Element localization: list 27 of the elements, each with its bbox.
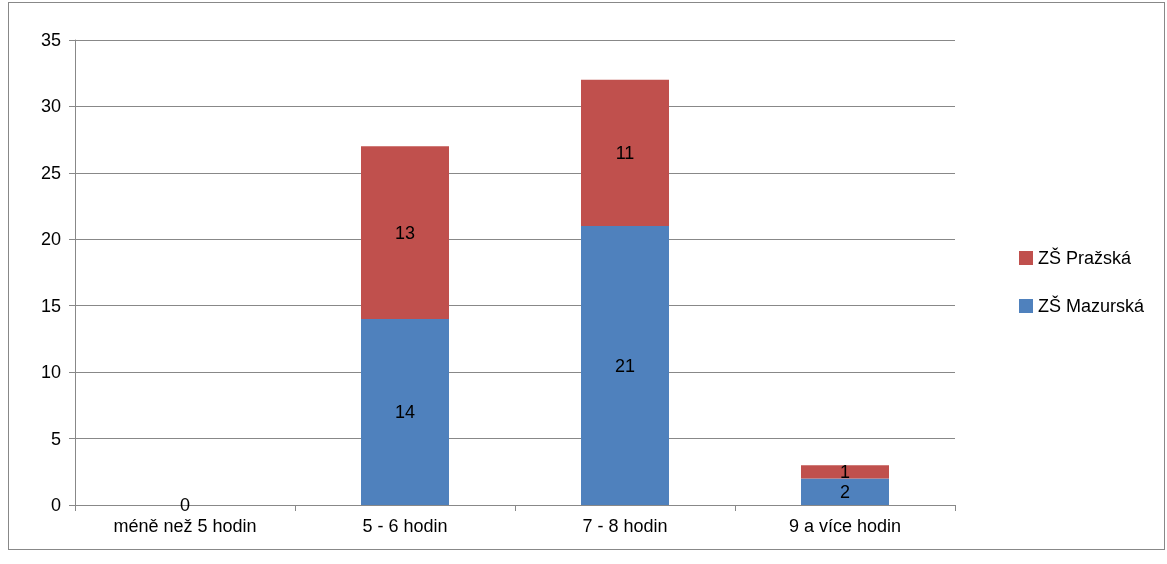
- data-label: 13: [394, 222, 416, 243]
- bar: [801, 478, 889, 505]
- y-tick-label: 10: [40, 362, 61, 383]
- bar: [581, 79, 669, 226]
- data-label: 14: [394, 402, 416, 422]
- data-label: 2: [839, 481, 851, 502]
- y-tick-label: 30: [40, 96, 61, 117]
- y-tick-label: 35: [40, 30, 61, 50]
- bar: [581, 226, 669, 505]
- x-tick-label: 5 - 6 hodin: [362, 516, 448, 536]
- data-label: 21: [614, 355, 636, 376]
- data-label: 1: [839, 461, 851, 482]
- x-tick-label: 9 a více hodin: [788, 516, 902, 536]
- legend-label: ZŠ Mazurská: [1037, 295, 1145, 316]
- data-label: 0: [179, 495, 191, 515]
- bar: [801, 465, 889, 479]
- y-tick-label: 5: [50, 428, 61, 449]
- x-tick-label: 7 - 8 hodin: [582, 516, 668, 536]
- y-tick-label: 0: [50, 495, 61, 515]
- y-tick-label: 20: [40, 229, 61, 250]
- bar: [361, 319, 449, 505]
- y-tick-label: 25: [40, 162, 61, 183]
- legend-label: ZŠ Pražská: [1037, 247, 1132, 268]
- x-tick-label: méně než 5 hodin: [113, 516, 257, 536]
- y-tick-label: 15: [40, 295, 61, 316]
- bar: [361, 146, 449, 319]
- data-label: 11: [615, 142, 635, 163]
